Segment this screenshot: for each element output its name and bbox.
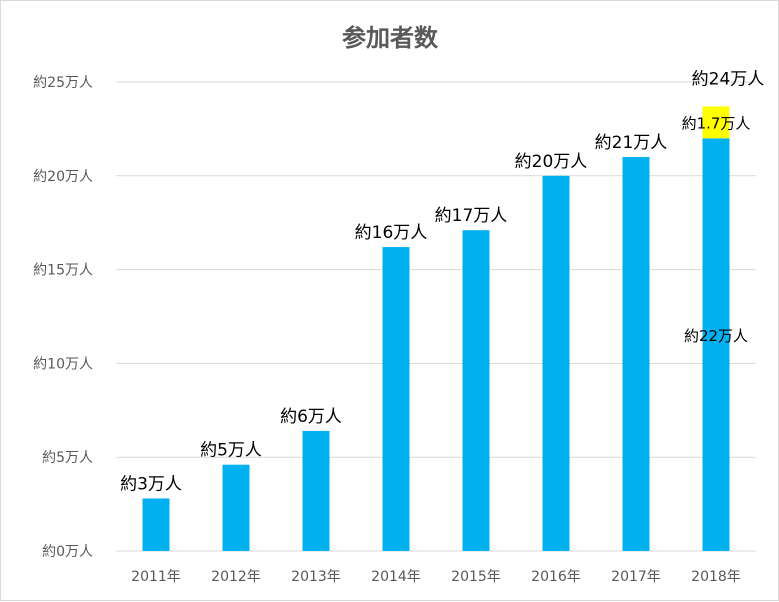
bar bbox=[622, 157, 650, 552]
bar bbox=[222, 464, 250, 551]
bars bbox=[142, 106, 730, 552]
y-tick-label: 約10万人 bbox=[33, 356, 93, 372]
y-tick-label: 約5万人 bbox=[42, 450, 93, 466]
x-tick-label: 2011年 bbox=[131, 569, 181, 585]
x-tick-label: 2012年 bbox=[211, 569, 261, 585]
x-tick-label: 2013年 bbox=[291, 569, 341, 585]
bar-2018-highlight-segment bbox=[702, 106, 730, 139]
y-tick-label: 約0万人 bbox=[42, 544, 93, 560]
x-tick-label: 2014年 bbox=[371, 569, 421, 585]
bar bbox=[142, 498, 170, 551]
bar bbox=[542, 175, 570, 552]
segment-label-main: 約22万人 bbox=[684, 327, 748, 345]
bar bbox=[382, 247, 410, 551]
y-tick-label: 約15万人 bbox=[33, 263, 93, 279]
x-tick-label: 2015年 bbox=[451, 569, 501, 585]
x-tick-label: 2016年 bbox=[531, 569, 581, 585]
y-tick-label: 約20万人 bbox=[33, 169, 93, 185]
data-label: 約24万人 bbox=[692, 69, 765, 89]
data-label: 約5万人 bbox=[200, 441, 262, 461]
data-label: 約20万人 bbox=[515, 152, 588, 172]
bar bbox=[462, 230, 490, 552]
x-tick-label: 2017年 bbox=[611, 569, 661, 585]
chart-title: 参加者数 bbox=[342, 24, 439, 52]
x-axis-ticks: 2011年 2012年 2013年 2014年 2015年 2016年 2017年 2018年 bbox=[131, 569, 741, 585]
y-axis-ticks: 約0万人 約5万人 約10万人 約15万人 約20万人 約25万人 bbox=[33, 75, 93, 560]
data-label: 約21万人 bbox=[595, 133, 668, 153]
data-label: 約6万人 bbox=[280, 407, 342, 427]
x-tick-label: 2018年 bbox=[691, 569, 741, 585]
data-label: 約3万人 bbox=[120, 474, 182, 494]
bar-2018-main-segment bbox=[702, 138, 730, 551]
data-label: 約17万人 bbox=[435, 206, 508, 226]
segment-label-highlight: 約1.7万人 bbox=[682, 114, 751, 132]
data-label: 約16万人 bbox=[355, 223, 428, 243]
y-tick-label: 約25万人 bbox=[33, 75, 93, 91]
bar bbox=[302, 430, 330, 551]
